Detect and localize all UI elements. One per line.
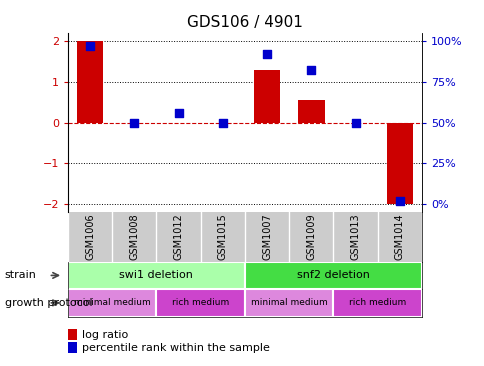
Text: log ratio: log ratio — [82, 330, 128, 340]
Text: GSM1009: GSM1009 — [306, 214, 316, 260]
Text: GSM1012: GSM1012 — [173, 214, 183, 260]
Text: rich medium: rich medium — [172, 298, 229, 307]
Bar — [68, 262, 244, 289]
Text: GSM1014: GSM1014 — [394, 214, 404, 260]
Point — [351, 120, 359, 126]
Text: minimal medium: minimal medium — [74, 298, 150, 307]
Point — [130, 120, 138, 126]
Bar — [297, 100, 324, 123]
Bar — [333, 289, 421, 317]
Bar — [76, 41, 103, 123]
Bar — [244, 262, 421, 289]
Point — [307, 67, 315, 73]
Text: snf2 deletion: snf2 deletion — [296, 270, 369, 280]
Bar — [156, 289, 244, 317]
Text: growth protocol: growth protocol — [5, 298, 92, 308]
Text: GSM1008: GSM1008 — [129, 214, 139, 260]
Bar — [386, 123, 412, 204]
Title: GDS106 / 4901: GDS106 / 4901 — [187, 15, 302, 30]
Bar — [68, 289, 156, 317]
Text: GSM1006: GSM1006 — [85, 214, 95, 260]
Point — [86, 43, 94, 49]
Point — [218, 120, 226, 126]
Text: percentile rank within the sample: percentile rank within the sample — [82, 343, 270, 353]
Point — [174, 110, 182, 116]
Text: GSM1015: GSM1015 — [217, 214, 227, 260]
Text: rich medium: rich medium — [348, 298, 406, 307]
Text: strain: strain — [5, 270, 37, 280]
Bar — [244, 289, 333, 317]
Text: GSM1007: GSM1007 — [261, 214, 272, 260]
Text: swi1 deletion: swi1 deletion — [119, 270, 193, 280]
Point — [263, 51, 271, 57]
Bar — [253, 70, 280, 123]
Point — [395, 198, 403, 204]
Text: minimal medium: minimal medium — [250, 298, 327, 307]
Text: GSM1013: GSM1013 — [350, 214, 360, 260]
